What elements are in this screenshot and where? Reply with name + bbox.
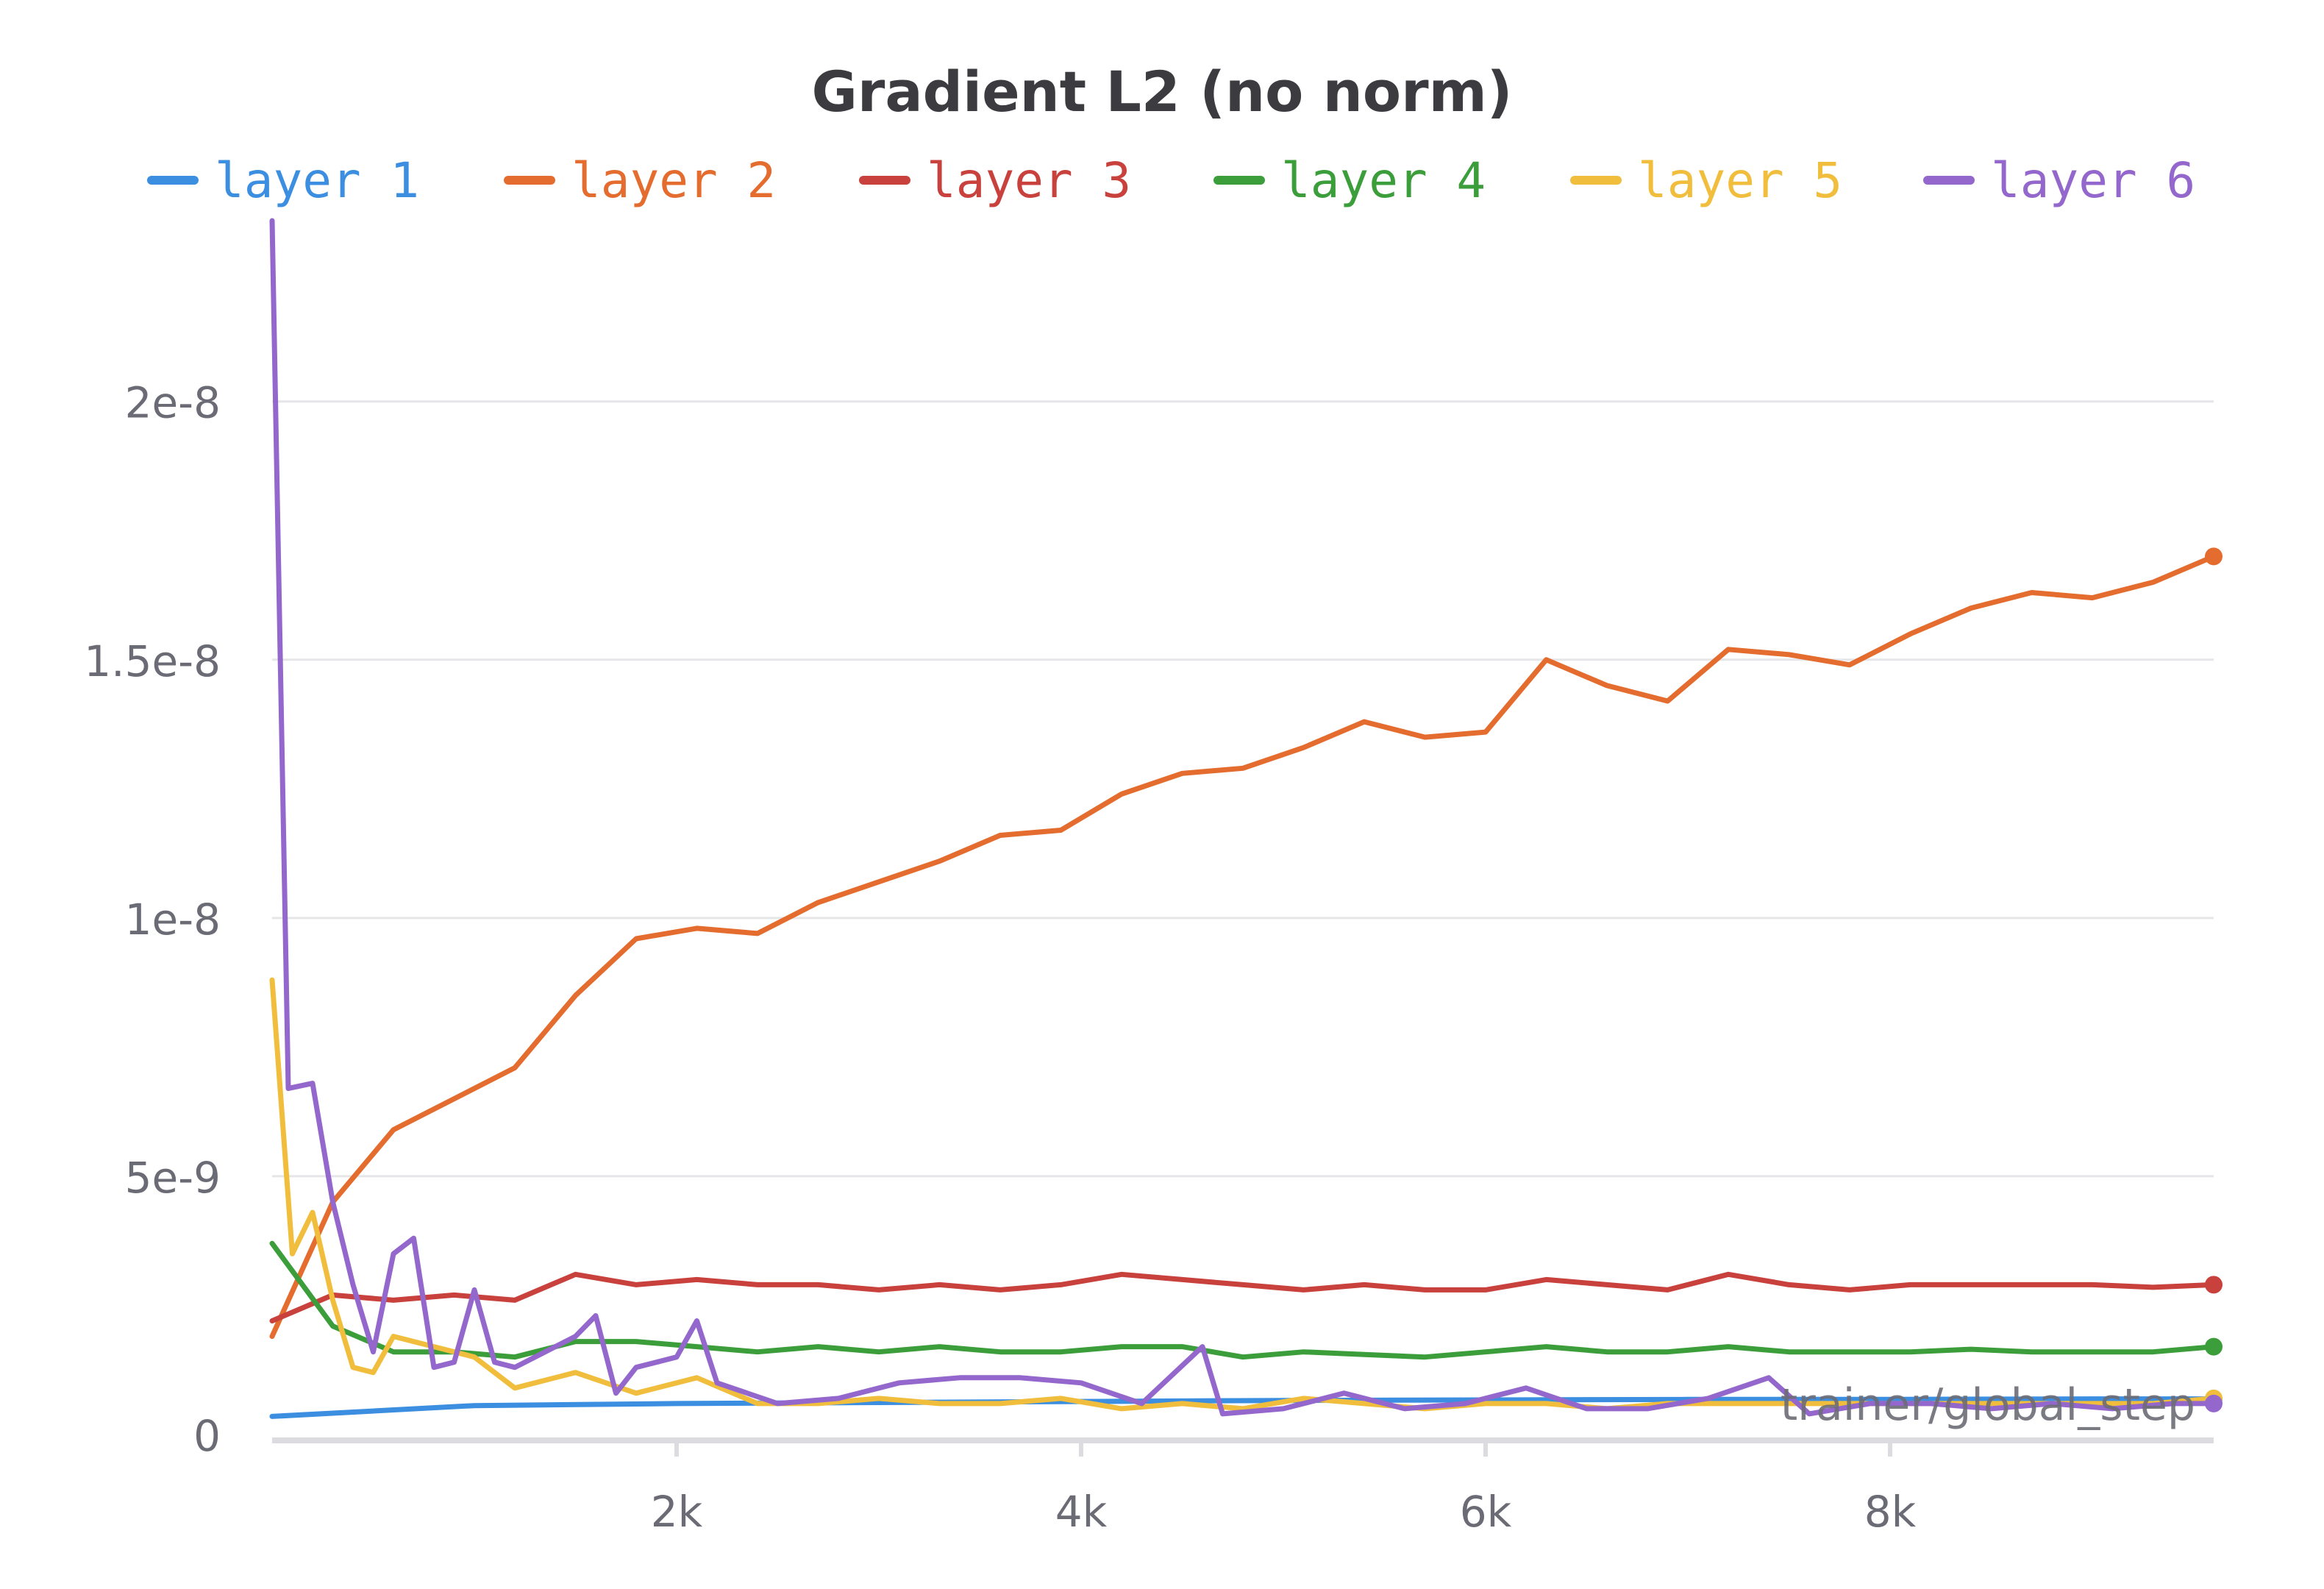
series-line-6 [269,218,2217,1417]
legend-swatch [1213,176,1265,185]
legend-item-1[interactable]: layer 1 [147,151,419,210]
legend-item-6[interactable]: layer 6 [1923,151,2195,210]
legend-label: layer 3 [927,152,1132,209]
legend-item-2[interactable]: layer 2 [504,151,776,210]
y-tick-label: 2e-8 [125,378,221,428]
legend-item-4[interactable]: layer 4 [1213,151,1486,210]
y-tick-label: 0 [193,1411,221,1461]
legend-swatch [504,176,555,185]
end-marker-4 [2205,1337,2223,1356]
axes: 0 5e-9 1e-8 1.5e-8 2e-8 2k 4k 6k 8k [84,378,2214,1537]
legend-swatch [859,176,910,185]
legend-swatch [147,176,199,185]
legend-swatch [1570,176,1622,185]
x-tick-label: 2k [651,1487,703,1537]
end-markers [2205,547,2223,1412]
legend-label: layer 4 [1281,152,1486,209]
legend-item-3[interactable]: layer 3 [859,151,1131,210]
y-tick-label: 1.5e-8 [84,636,221,686]
legend-swatch [1923,176,1975,185]
x-tick-label: 6k [1460,1487,1512,1537]
end-marker-2 [2205,547,2223,566]
series-line-5 [269,977,2217,1412]
legend-label: layer 1 [215,152,420,209]
legend-label: layer 2 [571,152,777,209]
series-line-4 [269,1240,2217,1360]
series-line-3 [269,1271,2217,1323]
x-tick-label: 8k [1864,1487,1917,1537]
end-marker-6 [2205,1394,2223,1412]
y-tick-label: 1e-8 [125,895,221,945]
legend-label: layer 5 [1638,152,1843,209]
series-lines [269,218,2217,1419]
grid-lines [272,400,2214,1178]
legend-item-5[interactable]: layer 5 [1570,151,1842,210]
y-tick-label: 5e-9 [125,1153,221,1203]
legend-label: layer 6 [1991,152,2196,209]
x-tick-label: 4k [1055,1487,1108,1537]
end-marker-3 [2205,1276,2223,1294]
chart-title: Gradient L2 (no norm) [811,59,1513,124]
chart-legend: layer 1 layer 2 layer 3 layer 4 layer 5 layer… [0,151,2324,210]
x-axis-label: trainer/global_step [1781,1379,2195,1431]
series-line-2 [269,553,2217,1340]
